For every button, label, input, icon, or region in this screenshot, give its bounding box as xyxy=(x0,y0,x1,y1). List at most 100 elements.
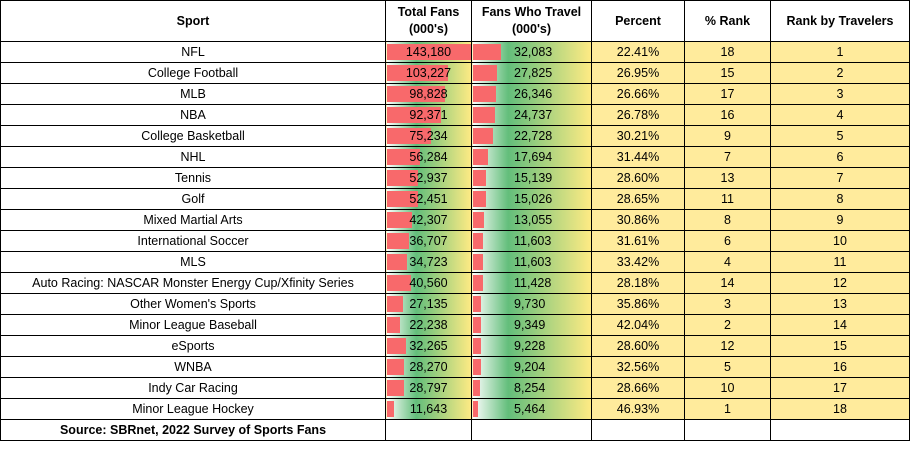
rank-by-travelers-cell: 12 xyxy=(770,272,910,294)
percent-cell: 22.41% xyxy=(591,41,685,63)
sport-cell: Indy Car Racing xyxy=(0,377,386,399)
fans-who-travel-bar xyxy=(473,212,484,228)
total-fans-value: 36,707 xyxy=(409,234,448,248)
header-percent: Percent xyxy=(591,0,685,42)
table-row: Minor League Hockey 11,643 5,464 46.93% 1 18 xyxy=(0,398,910,420)
table-row: College Football 103,227 27,825 26.95% 15 2 xyxy=(0,62,910,84)
pct-rank-cell: 5 xyxy=(684,356,771,378)
sport-cell: International Soccer xyxy=(0,230,386,252)
percent-cell: 31.44% xyxy=(591,146,685,168)
fans-who-travel-cell: 9,730 xyxy=(471,293,592,315)
fans-who-travel-bar xyxy=(473,86,496,102)
total-fans-value: 92,371 xyxy=(409,108,448,122)
total-fans-bar xyxy=(387,44,471,60)
fans-who-travel-value: 15,139 xyxy=(514,171,553,185)
fans-who-travel-value: 26,346 xyxy=(514,87,553,101)
total-fans-bar xyxy=(387,401,394,417)
total-fans-bar xyxy=(387,170,418,186)
total-fans-cell: 92,371 xyxy=(385,104,472,126)
table-row: Minor League Baseball 22,238 9,349 42.04% 2 1… xyxy=(0,314,910,336)
rank-by-travelers-cell: 2 xyxy=(770,62,910,84)
fans-who-travel-bar xyxy=(473,128,493,144)
table-row: College Basketball 75,234 22,728 30.21% 9 5 xyxy=(0,125,910,147)
table-row: MLB 98,828 26,346 26.66% 17 3 xyxy=(0,83,910,105)
sport-cell: Minor League Baseball xyxy=(0,314,386,336)
fans-who-travel-cell: 11,603 xyxy=(471,251,592,273)
fans-who-travel-value: 13,055 xyxy=(514,213,553,227)
pct-rank-cell: 7 xyxy=(684,146,771,168)
table-row: eSports 32,265 9,228 28.60% 12 15 xyxy=(0,335,910,357)
percent-cell: 30.21% xyxy=(591,125,685,147)
fans-who-travel-value: 9,730 xyxy=(514,297,546,311)
fans-who-travel-cell: 9,204 xyxy=(471,356,592,378)
total-fans-bar xyxy=(387,128,431,144)
fans-who-travel-cell: 8,254 xyxy=(471,377,592,399)
fans-who-travel-cell: 5,464 xyxy=(471,398,592,420)
pct-rank-cell: 4 xyxy=(684,251,771,273)
sport-cell: WNBA xyxy=(0,356,386,378)
total-fans-cell: 143,180 xyxy=(385,41,472,63)
fans-who-travel-value: 5,464 xyxy=(514,402,546,416)
fans-who-travel-bar xyxy=(473,65,497,81)
total-fans-bar xyxy=(387,296,403,312)
pct-rank-cell: 17 xyxy=(684,83,771,105)
fans-who-travel-bar xyxy=(473,275,483,291)
blank-cell xyxy=(591,419,685,441)
table-row: Other Women's Sports 27,135 9,730 35.86% 3 13 xyxy=(0,293,910,315)
total-fans-value: 52,451 xyxy=(409,192,448,206)
total-fans-cell: 28,270 xyxy=(385,356,472,378)
fans-who-travel-cell: 26,346 xyxy=(471,83,592,105)
pct-rank-cell: 8 xyxy=(684,209,771,231)
fans-who-travel-value: 8,254 xyxy=(514,381,546,395)
total-fans-cell: 103,227 xyxy=(385,62,472,84)
rank-by-travelers-cell: 11 xyxy=(770,251,910,273)
table-row: NHL 56,284 17,694 31.44% 7 6 xyxy=(0,146,910,168)
total-fans-bar xyxy=(387,65,448,81)
header-pct-rank: % Rank xyxy=(684,0,771,42)
sport-cell: College Basketball xyxy=(0,125,386,147)
total-fans-value: 22,238 xyxy=(409,318,448,332)
sport-cell: NHL xyxy=(0,146,386,168)
fans-who-travel-value: 11,428 xyxy=(514,276,552,290)
pct-rank-cell: 2 xyxy=(684,314,771,336)
total-fans-cell: 28,797 xyxy=(385,377,472,399)
fans-who-travel-cell: 13,055 xyxy=(471,209,592,231)
sport-cell: Tennis xyxy=(0,167,386,189)
fans-who-travel-bar xyxy=(473,338,481,354)
fans-who-travel-value: 22,728 xyxy=(514,129,553,143)
rank-by-travelers-cell: 13 xyxy=(770,293,910,315)
rank-by-travelers-cell: 4 xyxy=(770,104,910,126)
percent-cell: 28.60% xyxy=(591,167,685,189)
fans-who-travel-cell: 24,737 xyxy=(471,104,592,126)
fans-who-travel-cell: 27,825 xyxy=(471,62,592,84)
fans-who-travel-bar xyxy=(473,359,481,375)
total-fans-value: 34,723 xyxy=(409,255,448,269)
table-row: WNBA 28,270 9,204 32.56% 5 16 xyxy=(0,356,910,378)
pct-rank-cell: 10 xyxy=(684,377,771,399)
total-fans-bar xyxy=(387,254,407,270)
blank-cell xyxy=(385,419,472,441)
sport-cell: MLB xyxy=(0,83,386,105)
pct-rank-cell: 15 xyxy=(684,62,771,84)
fans-who-travel-value: 9,204 xyxy=(514,360,546,374)
percent-cell: 28.65% xyxy=(591,188,685,210)
rank-by-travelers-cell: 14 xyxy=(770,314,910,336)
rank-by-travelers-cell: 18 xyxy=(770,398,910,420)
total-fans-bar xyxy=(387,212,412,228)
total-fans-bar xyxy=(387,359,404,375)
pct-rank-cell: 6 xyxy=(684,230,771,252)
total-fans-value: 11,643 xyxy=(409,402,448,416)
total-fans-bar xyxy=(387,317,400,333)
sport-cell: NFL xyxy=(0,41,386,63)
fans-who-travel-bar xyxy=(473,107,495,123)
fans-who-travel-value: 11,603 xyxy=(514,234,552,248)
rank-by-travelers-cell: 16 xyxy=(770,356,910,378)
table-row: Indy Car Racing 28,797 8,254 28.66% 10 17 xyxy=(0,377,910,399)
total-fans-cell: 52,937 xyxy=(385,167,472,189)
percent-cell: 28.66% xyxy=(591,377,685,399)
total-fans-value: 40,560 xyxy=(409,276,448,290)
total-fans-cell: 98,828 xyxy=(385,83,472,105)
percent-cell: 28.60% xyxy=(591,335,685,357)
sport-cell: Mixed Martial Arts xyxy=(0,209,386,231)
total-fans-cell: 42,307 xyxy=(385,209,472,231)
